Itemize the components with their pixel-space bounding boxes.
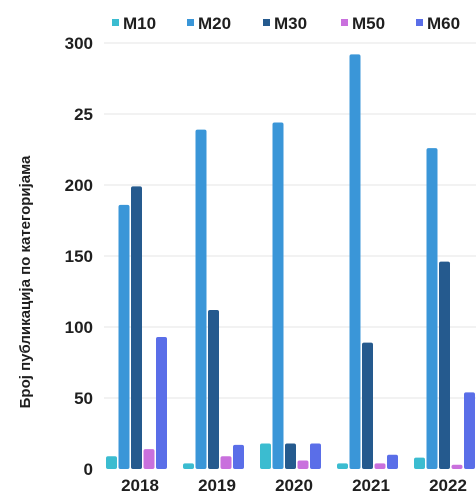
grid-layer bbox=[104, 42, 476, 399]
legend-swatch-m60 bbox=[416, 19, 423, 26]
bar-m60-2018 bbox=[156, 336, 167, 469]
legend-swatch-m50 bbox=[341, 19, 348, 26]
bar-m50-2019 bbox=[220, 456, 232, 469]
x-tick-label-2022: 2022 bbox=[429, 476, 467, 493]
bar-m30-2019 bbox=[208, 309, 219, 469]
legend-swatch-m30 bbox=[263, 19, 270, 26]
x-tick-label-2020: 2020 bbox=[275, 476, 313, 493]
legend-label-m10: M10 bbox=[123, 14, 156, 33]
legend-swatch-m10 bbox=[112, 19, 119, 26]
y-tick-label: 200 bbox=[65, 176, 93, 195]
y-tick-label: 25 bbox=[74, 105, 93, 124]
x-tick-label-2018: 2018 bbox=[121, 476, 159, 493]
y-tick-label: 150 bbox=[65, 247, 93, 266]
legend: M10 M20 M30 M50 M60 bbox=[112, 14, 460, 33]
y-tick-label: 300 bbox=[65, 34, 93, 53]
x-tick-label-2019: 2019 bbox=[198, 476, 236, 493]
bar-m10-2018 bbox=[106, 456, 117, 469]
y-axis-ticks: 0 50 100 150 200 25 300 bbox=[65, 34, 93, 479]
bar-m20-2020 bbox=[272, 122, 284, 470]
bar-m50-2021 bbox=[374, 463, 386, 469]
legend-label-m20: M20 bbox=[198, 14, 231, 33]
bar-m10-2020 bbox=[260, 443, 271, 469]
bar-m60-2019 bbox=[233, 444, 244, 469]
bar-m60-2020 bbox=[310, 443, 321, 469]
y-tick-label: 100 bbox=[65, 318, 93, 337]
bar-m30-2022 bbox=[439, 261, 450, 469]
legend-label-m60: M60 bbox=[427, 14, 460, 33]
legend-label-m50: M50 bbox=[352, 14, 385, 33]
bar-m20-2019 bbox=[195, 129, 207, 469]
bar-layer bbox=[106, 54, 475, 470]
bar-m50-2018 bbox=[143, 449, 155, 469]
bar-m30-2021 bbox=[362, 342, 373, 469]
legend-label-m30: M30 bbox=[274, 14, 307, 33]
bar-m20-2021 bbox=[349, 54, 361, 470]
bar-m60-2021 bbox=[387, 454, 398, 469]
y-tick-label: 0 bbox=[84, 460, 93, 479]
bar-m20-2018 bbox=[118, 204, 130, 469]
y-tick-label: 50 bbox=[74, 389, 93, 408]
bar-m20-2022 bbox=[426, 148, 438, 469]
bar-m30-2018 bbox=[131, 186, 142, 470]
bar-m50-2020 bbox=[297, 460, 309, 469]
bar-m30-2020 bbox=[285, 443, 296, 469]
bar-m50-2022 bbox=[451, 464, 463, 469]
bar-m10-2019 bbox=[183, 463, 194, 469]
bar-m10-2021 bbox=[337, 463, 348, 469]
bar-m60-2022 bbox=[464, 392, 475, 469]
x-tick-label-2021: 2021 bbox=[352, 476, 390, 493]
y-axis-title: Број публикација по категоријама bbox=[17, 155, 34, 408]
bar-m10-2022 bbox=[414, 457, 425, 469]
x-axis-ticks: 2018 2019 2020 2021 2022 bbox=[121, 476, 467, 493]
legend-swatch-m20 bbox=[187, 19, 194, 26]
